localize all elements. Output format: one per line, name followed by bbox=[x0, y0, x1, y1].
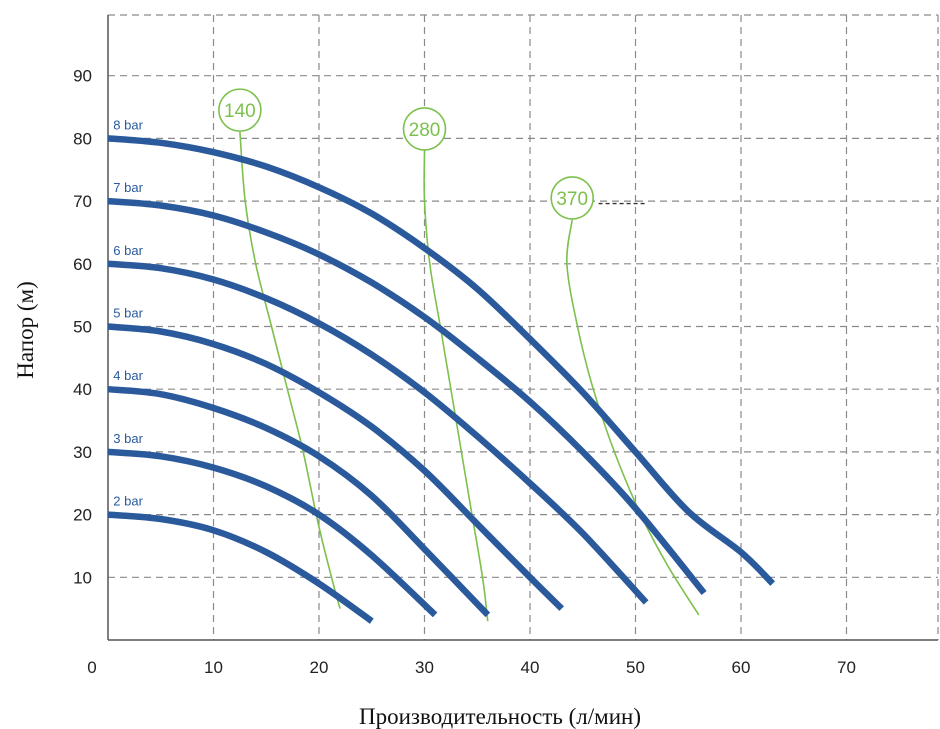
pressure-curve-3-bar bbox=[107, 448, 438, 618]
pressure-curve-2-bar bbox=[107, 511, 374, 624]
x-axis-label: Производительность (л/мин) bbox=[359, 704, 641, 729]
speed-label-circle bbox=[218, 88, 262, 132]
y-tick-label: 30 bbox=[73, 443, 92, 462]
pressure-curve-4-bar bbox=[107, 385, 491, 618]
series-label: 5 bar bbox=[113, 306, 143, 321]
pressure-curve-6-bar bbox=[107, 260, 649, 605]
series-label: 8 bar bbox=[113, 117, 143, 132]
speed-curve-370 bbox=[566, 219, 700, 616]
speed-label-circle bbox=[402, 107, 447, 151]
x-tick-label: 10 bbox=[204, 658, 223, 677]
y-tick-label: 80 bbox=[73, 129, 92, 148]
x-tick-label: 0 bbox=[87, 658, 96, 677]
speed-label-370: 370 bbox=[556, 189, 588, 210]
x-tick-label: 20 bbox=[310, 658, 329, 677]
y-tick-label: 60 bbox=[73, 255, 92, 274]
series-label: 4 bar bbox=[113, 368, 143, 383]
speed-label-circle bbox=[550, 176, 595, 220]
series-labels: 2 bar 3 bar 4 bar 5 bar 6 bar 7 bar 8 bar bbox=[113, 117, 143, 508]
speed-curves: 140 280 370 bbox=[218, 88, 700, 622]
pressure-curve-5-bar bbox=[107, 323, 564, 611]
y-tick-label: 40 bbox=[73, 380, 92, 399]
speed-curve-280 bbox=[423, 150, 489, 622]
y-tick-labels: 10 20 30 40 50 60 70 80 90 bbox=[73, 67, 92, 588]
pressure-curve-8-bar bbox=[107, 135, 776, 586]
x-tick-label: 30 bbox=[415, 658, 434, 677]
y-tick-label: 20 bbox=[73, 506, 92, 525]
y-axis-label: Напор (м) bbox=[13, 281, 38, 378]
speed-label-140: 140 bbox=[224, 101, 256, 122]
series-label: 3 bar bbox=[113, 431, 143, 446]
grid bbox=[108, 14, 939, 640]
x-tick-label: 50 bbox=[626, 658, 645, 677]
pressure-curve-7-bar bbox=[107, 197, 707, 596]
y-tick-label: 70 bbox=[73, 192, 92, 211]
x-tick-label: 40 bbox=[521, 658, 540, 677]
series-label: 2 bar bbox=[113, 494, 143, 509]
series-label: 7 bar bbox=[113, 180, 143, 195]
speed-curve-140 bbox=[239, 132, 341, 609]
series-label: 6 bar bbox=[113, 243, 143, 258]
x-tick-labels: 0 10 20 30 40 50 60 70 bbox=[87, 658, 856, 677]
y-tick-label: 50 bbox=[73, 318, 92, 337]
pressure-curves bbox=[107, 135, 776, 624]
x-tick-label: 60 bbox=[732, 658, 751, 677]
y-tick-label: 10 bbox=[73, 568, 92, 587]
x-tick-label: 70 bbox=[837, 658, 856, 677]
y-tick-label: 90 bbox=[73, 67, 92, 86]
speed-label-280: 280 bbox=[409, 120, 441, 141]
